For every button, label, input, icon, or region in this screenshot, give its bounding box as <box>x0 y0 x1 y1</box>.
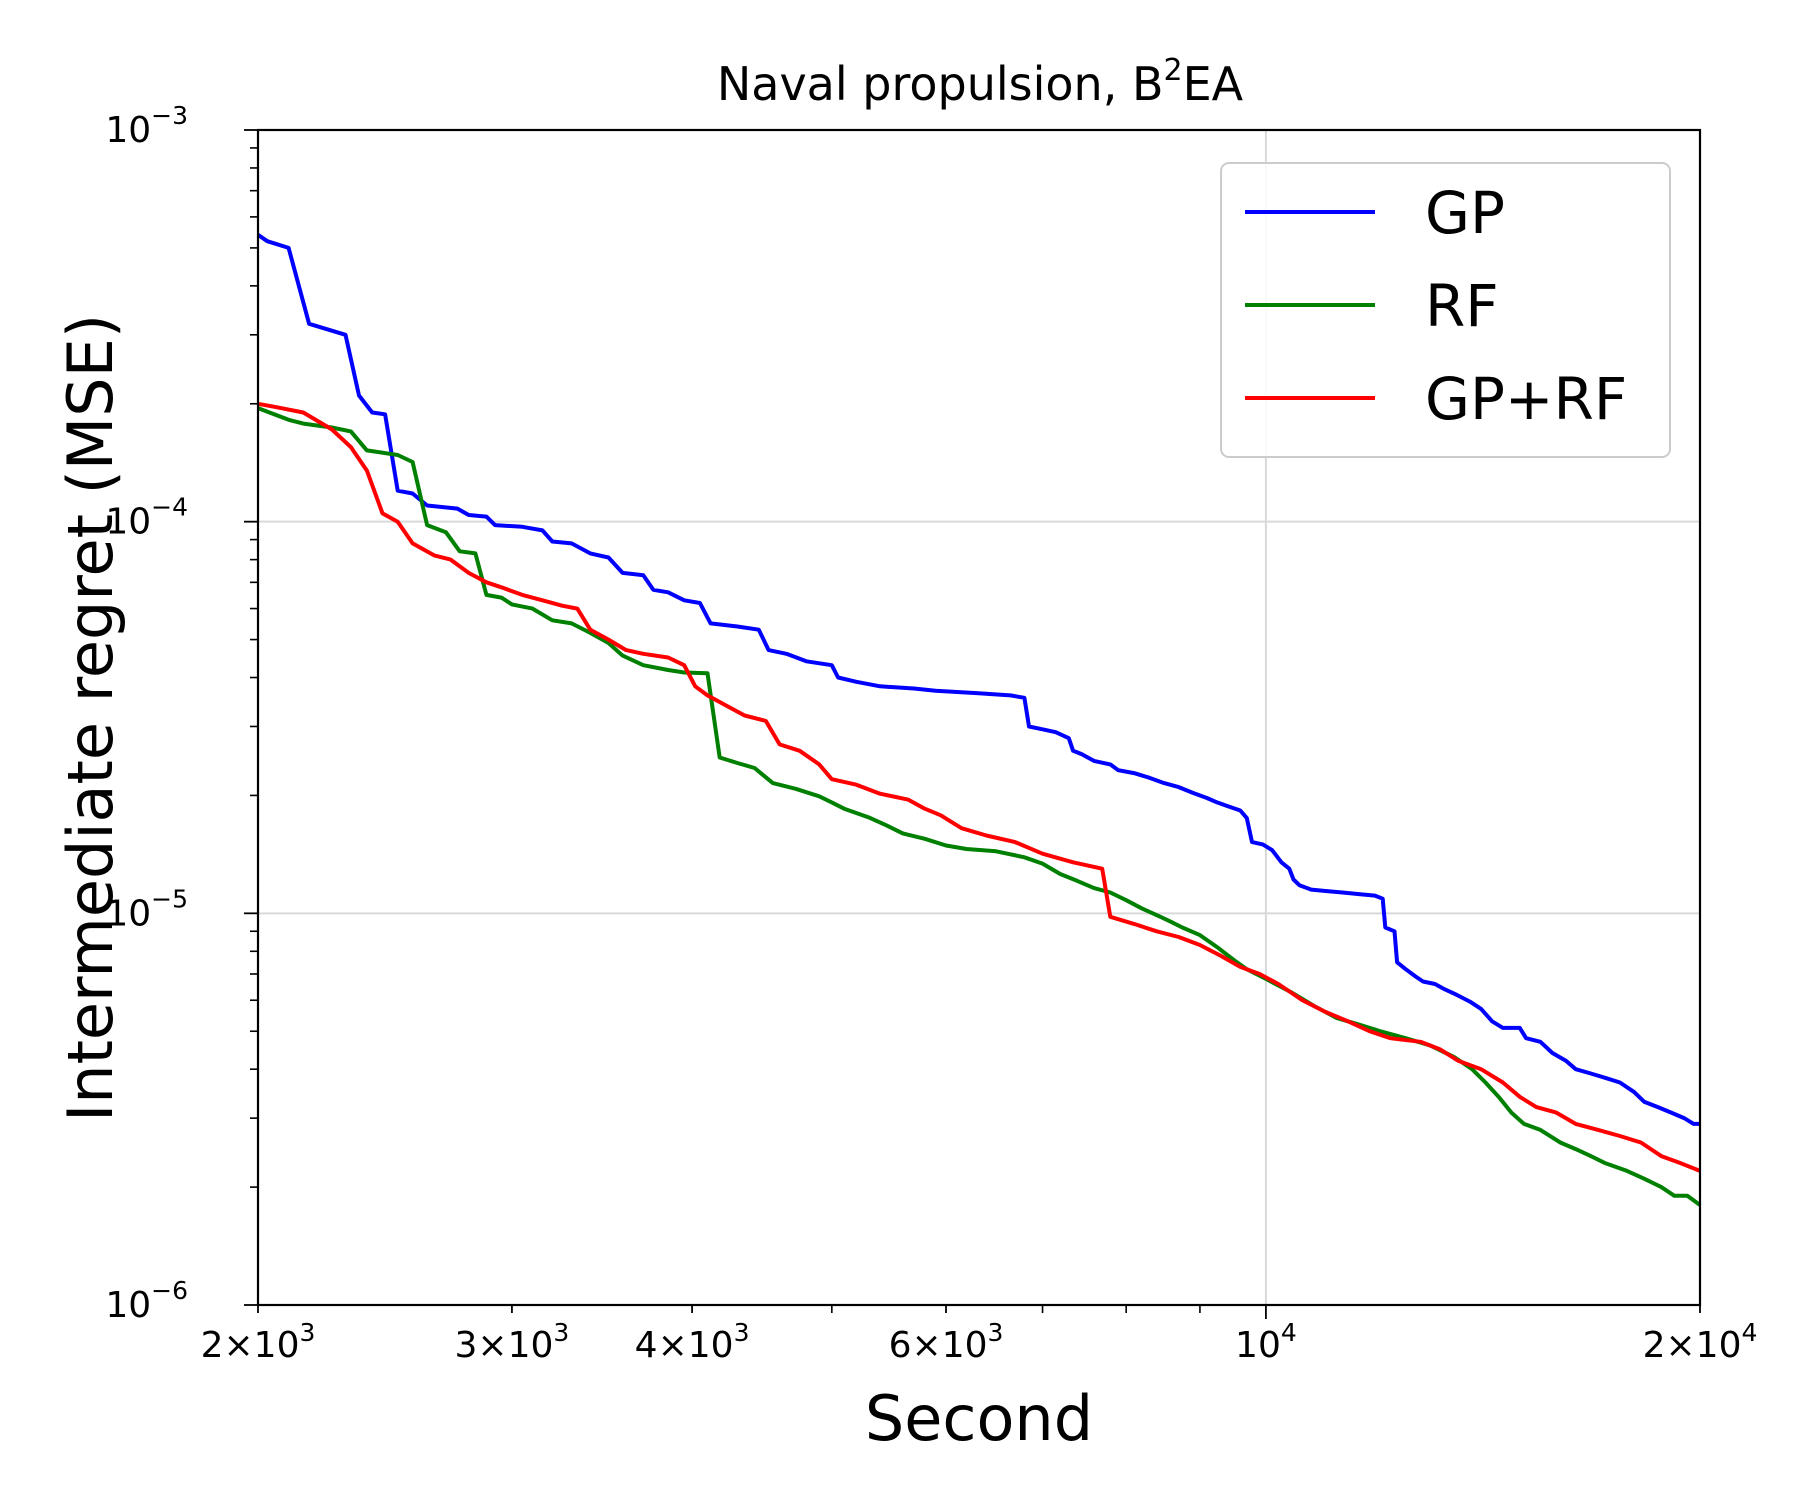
chart-title-tail: EA <box>1183 57 1244 111</box>
x-tick-label: 104 <box>1235 1318 1297 1366</box>
legend-box <box>1220 162 1671 458</box>
series-line-gp <box>256 233 1700 1126</box>
legend-label-gp-rf: GP+RF <box>1425 365 1627 433</box>
x-tick-label: 2×103 <box>201 1318 316 1366</box>
y-tick-label: 10−5 <box>105 884 188 934</box>
legend-label-rf: RF <box>1425 272 1499 340</box>
tick-layer: 2×103 3×103 4×103 6×103 104 2×104 10−3 10−4 10−5… <box>105 101 1757 1366</box>
series-line-gp-rf <box>257 401 1701 1173</box>
legend-label-gp: GP <box>1425 179 1505 247</box>
chart-title: Naval propulsion, B2EA <box>717 53 1244 111</box>
y-axis-label: Intermediate regret (MSE) <box>54 314 127 1122</box>
chart-title-superscript: 2 <box>1164 53 1183 88</box>
plot-frame <box>256 128 1702 1307</box>
series-layer <box>256 233 1702 1207</box>
series-line-rf <box>257 406 1702 1207</box>
chart-title-base: Naval propulsion, B <box>717 57 1164 111</box>
x-tick-label: 2×104 <box>1643 1318 1758 1366</box>
y-tick-label: 10−3 <box>105 101 188 151</box>
legend: GP RF GP+RF <box>1220 162 1671 458</box>
y-tick-label: 10−6 <box>105 1276 188 1326</box>
x-axis-label: Second <box>865 1382 1093 1455</box>
x-tick-label: 6×103 <box>889 1318 1004 1366</box>
x-tick-label: 3×103 <box>455 1318 570 1366</box>
x-tick-label: 4×103 <box>635 1318 750 1366</box>
y-tick-label: 10−4 <box>105 493 188 543</box>
